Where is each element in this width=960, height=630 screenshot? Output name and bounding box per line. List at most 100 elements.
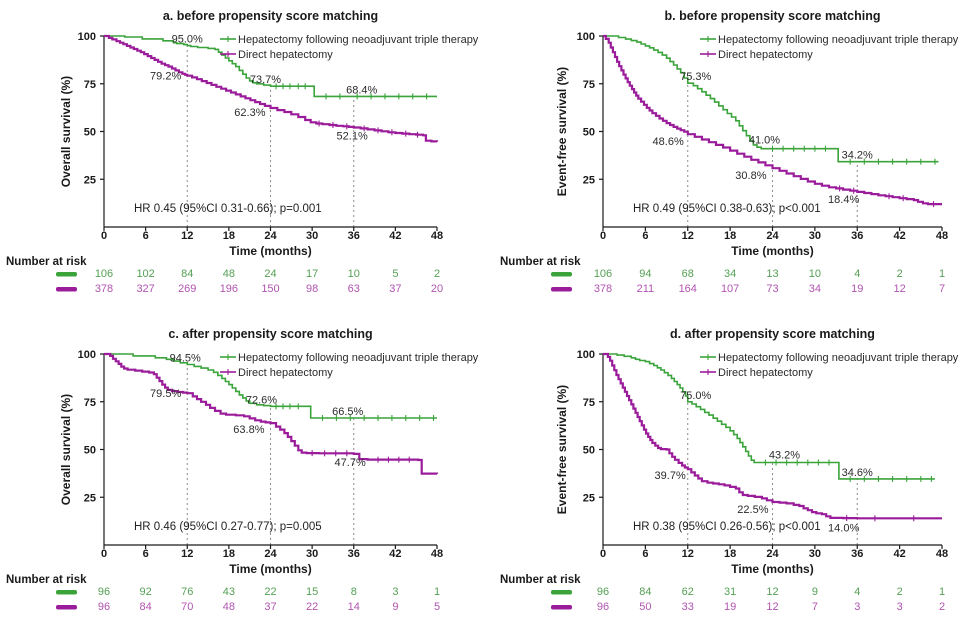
risk-count: 2 <box>434 268 440 280</box>
survival-curve-purple <box>104 34 439 143</box>
risk-count: 1 <box>939 586 945 598</box>
hazard-ratio-text: HR 0.38 (95%CI 0.26-0.56); p<0.001 <box>633 521 821 533</box>
risk-count: 96 <box>597 586 609 598</box>
x-tick-label: 48 <box>431 230 443 242</box>
annotation-48.6pct: 48.6% <box>653 136 684 148</box>
y-tick-label: 100 <box>577 31 595 43</box>
risk-count: 37 <box>389 283 401 295</box>
legend-label: Direct hepatectomy <box>238 367 333 379</box>
y-tick-label: 75 <box>84 79 96 91</box>
risk-row-swatch-purple <box>56 287 77 292</box>
risk-count: 84 <box>181 268 193 280</box>
y-tick-label: 25 <box>583 492 595 504</box>
risk-count: 2 <box>897 268 903 280</box>
risk-count: 12 <box>766 586 778 598</box>
risk-count: 378 <box>594 283 612 295</box>
survival-curve-purple <box>603 352 942 520</box>
y-tick-label: 25 <box>84 492 96 504</box>
annotation-75.3pct: 75.3% <box>680 71 711 83</box>
risk-count: 48 <box>223 268 235 280</box>
panel-title: d. after propensity score matching <box>670 327 875 341</box>
survival-curve-purple <box>603 34 942 206</box>
legend-label: Hepatectomy following neoadjuvant triple… <box>238 34 479 46</box>
x-axis-title: Time (months) <box>229 562 311 576</box>
risk-count: 1 <box>939 268 945 280</box>
risk-count: 2 <box>897 586 903 598</box>
risk-count: 84 <box>639 586 651 598</box>
hazard-ratio-text: HR 0.49 (95%CI 0.38-0.63); p<0.001 <box>633 203 821 215</box>
number-at-risk-label: Number at risk <box>6 574 87 586</box>
risk-count: 43 <box>223 586 235 598</box>
x-tick-label: 48 <box>431 548 443 560</box>
annotation-34.6pct: 34.6% <box>842 467 873 479</box>
risk-count: 15 <box>306 586 318 598</box>
annotation-75.0pct: 75.0% <box>680 390 711 402</box>
x-tick-label: 42 <box>389 548 401 560</box>
km-panel-b: b. before propensity score matching 100 75… <box>480 6 960 321</box>
risk-count: 107 <box>721 283 739 295</box>
x-tick-label: 0 <box>101 230 107 242</box>
risk-count: 3 <box>854 601 860 613</box>
risk-count: 13 <box>766 268 778 280</box>
survival-curve-green <box>603 353 935 480</box>
risk-count: 8 <box>351 586 357 598</box>
survival-curve-purple <box>104 352 439 475</box>
panel-title: c. after propensity score matching <box>168 327 372 341</box>
risk-count: 68 <box>682 268 694 280</box>
risk-count: 12 <box>766 601 778 613</box>
x-tick-label: 24 <box>264 230 277 242</box>
x-tick-label: 12 <box>682 230 694 242</box>
y-tick-label: 100 <box>78 31 96 43</box>
x-axis-title: Time (months) <box>731 562 813 576</box>
risk-count: 4 <box>854 586 860 598</box>
risk-count: 34 <box>724 268 736 280</box>
risk-count: 4 <box>854 268 860 280</box>
risk-row-swatch-green <box>56 590 77 595</box>
risk-count: 76 <box>181 586 193 598</box>
risk-count: 73 <box>766 283 778 295</box>
y-tick-label: 50 <box>583 127 595 139</box>
x-tick-label: 12 <box>181 230 193 242</box>
annotation-52.1pct: 52.1% <box>337 130 368 142</box>
risk-count: 50 <box>639 601 651 613</box>
y-tick-label: 100 <box>78 349 96 361</box>
legend-label: Direct hepatectomy <box>718 367 813 379</box>
x-tick-label: 48 <box>936 548 948 560</box>
risk-count: 96 <box>98 601 110 613</box>
x-tick-label: 48 <box>936 230 948 242</box>
hazard-ratio-text: HR 0.46 (95%CI 0.27-0.77); p=0.005 <box>134 521 322 533</box>
risk-count: 24 <box>264 268 276 280</box>
km-plot-c: c. after propensity score matching 100 75 5… <box>6 327 479 613</box>
y-tick-label: 100 <box>577 349 595 361</box>
annotation-34.2pct: 34.2% <box>842 150 873 162</box>
annotation-18.4pct: 18.4% <box>828 194 859 206</box>
x-tick-label: 6 <box>642 230 648 242</box>
y-tick-label: 75 <box>583 397 595 409</box>
x-tick-label: 30 <box>809 548 821 560</box>
risk-count: 31 <box>724 586 736 598</box>
y-axis-title: Event-free survival (%) <box>555 385 569 514</box>
x-tick-label: 0 <box>600 230 606 242</box>
risk-row-swatch-green <box>551 272 572 277</box>
risk-count: 22 <box>306 601 318 613</box>
annotation-79.2pct: 79.2% <box>150 71 181 83</box>
x-tick-label: 42 <box>894 230 906 242</box>
x-tick-label: 30 <box>306 230 318 242</box>
legend-label: Hepatectomy following neoadjuvant triple… <box>718 34 959 46</box>
risk-count: 269 <box>178 283 196 295</box>
annotation-73.7pct: 73.7% <box>250 74 281 86</box>
x-tick-label: 36 <box>851 548 863 560</box>
x-axis-title: Time (months) <box>229 244 311 258</box>
risk-count: 19 <box>724 601 736 613</box>
risk-count: 92 <box>140 586 152 598</box>
risk-count: 70 <box>181 601 193 613</box>
annotation-95.0pct: 95.0% <box>172 34 203 46</box>
x-tick-label: 6 <box>143 230 149 242</box>
legend-label: Hepatectomy following neoadjuvant triple… <box>718 352 959 364</box>
km-panel-a: a. before propensity score matching 100 75… <box>0 6 480 321</box>
x-tick-label: 18 <box>223 230 235 242</box>
risk-count: 17 <box>306 268 318 280</box>
risk-count: 10 <box>809 268 821 280</box>
risk-count: 9 <box>392 601 398 613</box>
risk-count: 37 <box>264 601 276 613</box>
